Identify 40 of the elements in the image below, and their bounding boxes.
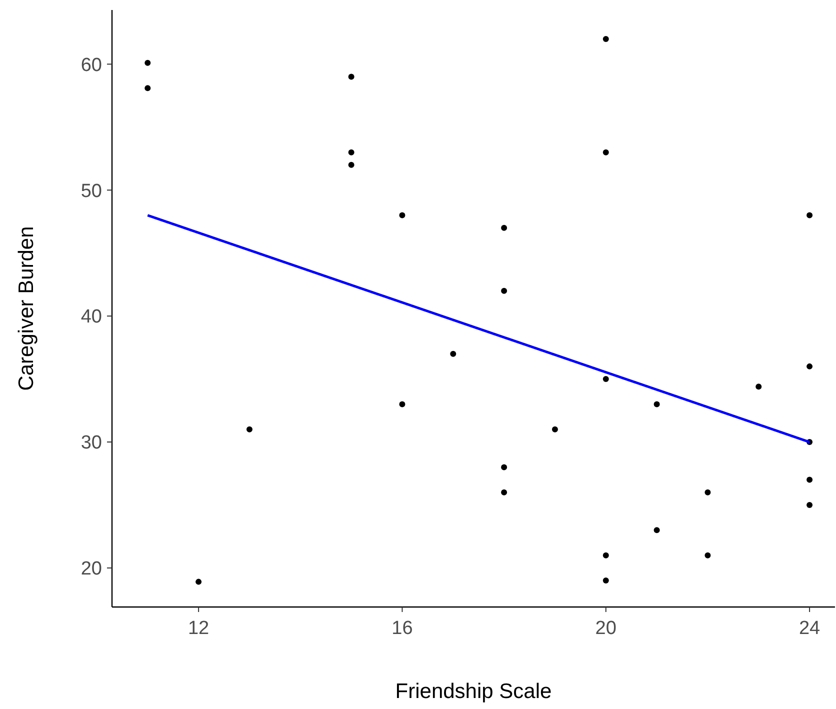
y-tick-label: 60 xyxy=(80,54,102,76)
point xyxy=(704,552,711,558)
point xyxy=(501,489,508,496)
point xyxy=(501,464,508,470)
point xyxy=(501,288,508,294)
y-tick-label: 20 xyxy=(80,558,102,580)
x-axis-title: Friendship Scale xyxy=(395,680,552,703)
point xyxy=(806,212,813,218)
x-tick-label: 20 xyxy=(595,618,616,639)
point xyxy=(602,36,609,42)
point xyxy=(602,578,609,584)
point xyxy=(654,527,660,534)
point xyxy=(602,552,609,558)
point xyxy=(196,578,202,585)
point xyxy=(806,502,813,508)
point xyxy=(602,149,609,156)
point xyxy=(144,85,151,92)
x-tick-label: 12 xyxy=(188,618,210,639)
point xyxy=(450,350,456,357)
point xyxy=(602,376,609,382)
point xyxy=(246,426,252,432)
y-axis-title: Caregiver Burden xyxy=(15,226,38,391)
point xyxy=(806,476,813,483)
x-tick-label: 16 xyxy=(392,618,413,639)
point xyxy=(348,149,354,156)
point xyxy=(501,224,508,231)
x-tick-label: 24 xyxy=(798,618,821,639)
point xyxy=(399,401,406,408)
y-tick-label: 30 xyxy=(80,432,102,454)
point xyxy=(704,489,711,496)
y-tick-label: 40 xyxy=(80,306,102,328)
point xyxy=(806,363,813,370)
point xyxy=(654,401,660,408)
point xyxy=(348,74,354,80)
point xyxy=(756,384,762,390)
point xyxy=(144,60,151,66)
y-tick-label: 50 xyxy=(80,180,102,202)
point xyxy=(399,212,406,218)
point xyxy=(552,426,558,432)
point xyxy=(348,162,354,168)
